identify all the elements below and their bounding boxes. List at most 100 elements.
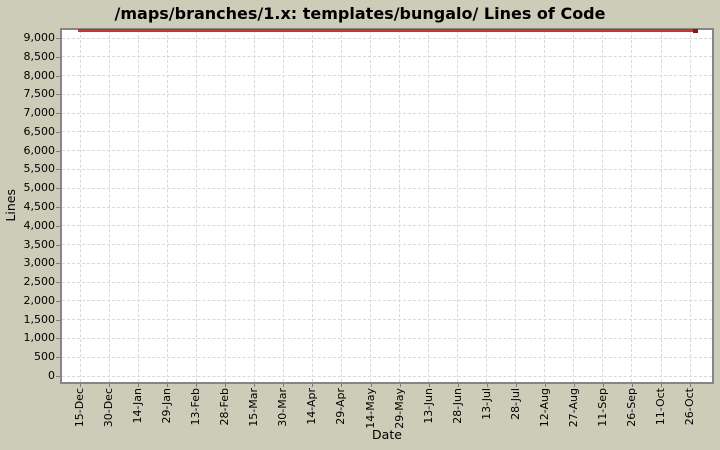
series-endpoint-marker: [693, 28, 699, 33]
x-tick-label: 15-Dec: [73, 388, 86, 428]
y-tick-mark: [56, 131, 60, 133]
y-tick-label: 3,500: [23, 237, 56, 251]
gridline-v: [224, 30, 226, 382]
y-tick-label: 2,500: [23, 275, 56, 289]
gridline-v: [282, 30, 284, 382]
x-tick-label: 11-Oct: [654, 388, 667, 426]
gridline-h: [62, 168, 712, 170]
gridline-v: [544, 30, 546, 382]
y-tick-mark: [56, 150, 60, 152]
x-tick-label: 28-Feb: [218, 388, 232, 426]
y-tick-mark: [56, 169, 60, 171]
gridline-v: [689, 30, 691, 382]
gridline-v: [515, 30, 517, 382]
y-tick-mark: [56, 94, 60, 96]
x-tick-label: 11-Sep: [595, 388, 609, 427]
x-tick-label: 28-Jul: [508, 388, 522, 420]
gridline-h: [62, 319, 712, 321]
y-tick-label: 6,000: [23, 143, 56, 157]
gridline-v: [137, 30, 139, 382]
y-tick-mark: [56, 282, 60, 284]
x-tick-label: 15-Mar: [247, 388, 261, 427]
x-tick-mark: [283, 384, 285, 387]
gridline-h: [62, 244, 712, 246]
gridline-v: [399, 30, 401, 382]
gridline-v: [660, 30, 662, 382]
x-tick-mark: [370, 384, 372, 387]
gridline-h: [62, 262, 712, 264]
x-tick-mark: [573, 384, 575, 387]
y-tick-mark: [56, 225, 60, 227]
gridline-h: [62, 187, 712, 189]
x-tick-mark: [341, 384, 343, 387]
x-tick-label: 28-Jun: [450, 388, 464, 424]
y-tick-mark: [56, 244, 60, 246]
gridline-v: [457, 30, 459, 382]
y-tick-label: 9,000: [23, 31, 56, 44]
gridline-h: [62, 375, 712, 377]
gridline-v: [108, 30, 110, 382]
x-tick-label: 30-Mar: [276, 388, 290, 427]
x-tick-label: 13-Jul: [479, 388, 493, 420]
x-tick-label: 27-Aug: [566, 388, 580, 428]
y-tick-label: 4,000: [23, 218, 56, 232]
gridline-v: [195, 30, 197, 382]
x-tick-label: 30-Dec: [102, 388, 116, 428]
y-tick-mark: [56, 338, 60, 340]
gridline-h: [62, 150, 712, 152]
gridline-v: [486, 30, 488, 382]
x-tick-label: 14-May: [363, 388, 377, 429]
y-tick-mark: [56, 319, 60, 321]
y-tick-mark: [56, 188, 60, 190]
x-tick-mark: [138, 384, 140, 387]
gridline-v: [311, 30, 313, 382]
x-tick-mark: [428, 384, 430, 387]
gridline-h: [62, 356, 712, 358]
gridline-v: [253, 30, 255, 382]
y-tick-mark: [56, 113, 60, 115]
x-tick-label: 13-Feb: [189, 388, 203, 426]
y-tick-label: 7,000: [23, 106, 56, 120]
x-tick-mark: [399, 384, 401, 387]
x-tick-mark: [80, 384, 81, 387]
y-tick-mark: [56, 38, 60, 39]
y-tick-label: 6,500: [23, 124, 56, 138]
y-tick-mark: [56, 207, 60, 208]
gridline-h: [62, 225, 712, 227]
y-tick-label: 8,500: [23, 49, 56, 63]
x-tick-mark: [690, 384, 692, 387]
gridline-v: [631, 30, 633, 382]
y-tick-label: 500: [34, 350, 55, 364]
gridline-h: [62, 93, 712, 95]
x-tick-label: 29-Jan: [160, 388, 174, 424]
x-tick-mark: [661, 384, 662, 387]
y-tick-mark: [56, 376, 60, 377]
x-tick-mark: [109, 384, 111, 387]
x-tick-mark: [312, 384, 314, 387]
x-tick-mark: [196, 384, 198, 387]
y-tick-label: 0: [48, 369, 55, 382]
y-tick-label: 5,000: [23, 181, 56, 195]
x-tick-mark: [515, 384, 517, 387]
x-tick-mark: [167, 384, 169, 387]
gridline-h: [62, 56, 712, 58]
gridline-h: [62, 337, 712, 339]
plot-area: [60, 28, 714, 384]
y-tick-mark: [56, 56, 60, 58]
x-tick-mark: [602, 384, 604, 387]
x-tick-label: 26-Sep: [624, 388, 638, 427]
y-tick-label: 4,500: [23, 200, 56, 213]
y-tick-label: 5,500: [23, 162, 56, 176]
y-tick-label: 2,000: [23, 293, 56, 307]
gridline-v: [602, 30, 604, 382]
x-tick-mark: [254, 384, 256, 387]
y-tick-label: 3,000: [23, 256, 56, 270]
y-tick-mark: [56, 263, 60, 265]
x-tick-mark: [544, 384, 546, 387]
y-tick-label: 8,000: [23, 68, 56, 82]
gridline-v: [428, 30, 430, 382]
y-tick-mark: [56, 357, 60, 359]
x-tick-label: 12-Aug: [537, 388, 551, 428]
gridline-h: [62, 300, 712, 302]
